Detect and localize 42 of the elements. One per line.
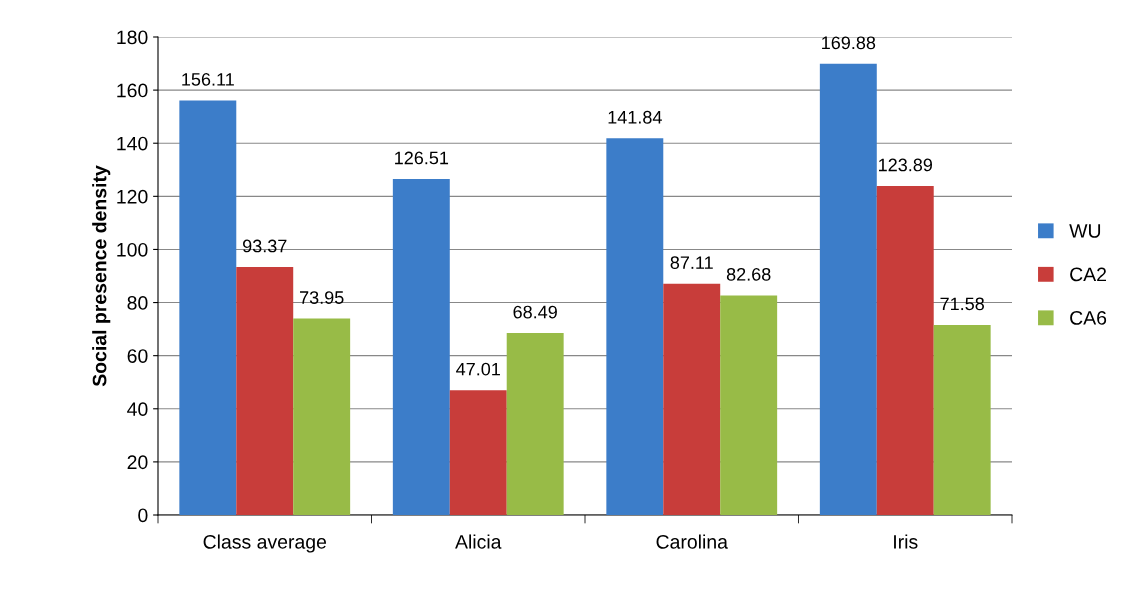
bar [449,390,507,515]
bar [663,283,721,515]
bar [506,333,564,515]
data-label: 68.49 [513,305,557,319]
data-label: 73.95 [300,291,344,304]
x-tick-label: Alicia [455,534,502,549]
y-tick-label: 100 [117,242,148,257]
bar [236,267,294,515]
data-label: 123.89 [879,158,933,172]
bar [606,138,664,515]
legend-label: WU [1069,224,1101,238]
x-tick-label: Iris [894,534,918,549]
bar [179,100,237,515]
bar [819,63,877,515]
bar [293,318,351,515]
bar [876,186,934,515]
y-tick-label: 160 [117,83,148,98]
data-label: 47.01 [456,362,500,376]
y-tick-label: 140 [117,136,148,151]
x-tick-label: Carolina [656,534,728,549]
y-tick-label: 20 [127,455,148,470]
data-label: 93.37 [243,239,287,253]
data-label: 82.68 [726,267,771,281]
y-tick-label: 60 [127,349,148,363]
data-label: 169.88 [822,36,876,50]
data-label: 156.11 [182,72,234,86]
y-tick-label: 80 [127,296,148,310]
data-label: 126.51 [395,151,449,165]
y-tick-label: 180 [117,30,148,45]
legend-label: CA2 [1070,267,1106,282]
legend-label: CA6 [1070,311,1107,325]
data-label: 87.11 [670,256,713,269]
x-tick-label: Class average [203,534,327,553]
y-tick-label: 120 [117,189,148,204]
bar [933,324,991,515]
data-label: 71.58 [940,297,984,311]
y-tick-label: 40 [127,402,148,417]
y-tick-label: 0 [138,508,148,523]
bar [720,295,778,515]
bar [392,179,450,515]
data-label: 141.84 [608,110,662,124]
y-axis-title: Social presence density [92,165,111,387]
